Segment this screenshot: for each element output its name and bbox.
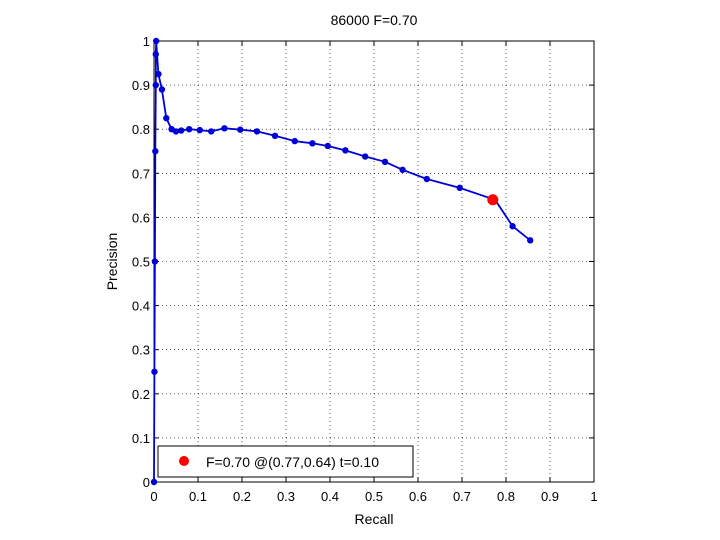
data-point [362, 153, 369, 160]
y-tick-label: 0.8 [132, 122, 150, 137]
data-point [324, 142, 331, 150]
legend-label: F=0.70 @(0.77,0.64) t=0.10 [206, 454, 379, 470]
data-point [342, 147, 349, 154]
data-point [423, 175, 430, 183]
data-point [186, 126, 193, 133]
y-tick-label: 0.4 [132, 299, 150, 314]
data-point [178, 127, 185, 134]
data-point [152, 81, 159, 89]
data-point [271, 132, 279, 140]
legend-marker [179, 456, 189, 466]
data-point [158, 86, 166, 93]
data-point [151, 368, 158, 375]
data-point [381, 158, 389, 166]
y-tick-label: 0.7 [132, 166, 150, 181]
x-tick-label: 1 [590, 489, 597, 504]
x-tick-label: 0.6 [409, 489, 427, 504]
x-tick-label: 0.2 [233, 489, 251, 504]
data-point [509, 223, 516, 230]
data-point [155, 70, 162, 78]
x-tick-label: 0.9 [541, 489, 559, 504]
data-point [399, 166, 406, 173]
highlight-point [487, 194, 499, 206]
data-point [291, 137, 298, 145]
y-tick-label: 0.5 [132, 255, 150, 270]
chart-title: 86000 F=0.70 [331, 12, 418, 28]
data-point [153, 37, 160, 45]
y-tick-labels: 0 0.1 0.2 0.3 0.4 0.5 0.6 0.7 0.8 0.9 1 [132, 34, 150, 490]
x-tick-label: 0.8 [497, 489, 515, 504]
highlight [487, 194, 499, 206]
data-point [253, 128, 261, 135]
data-point [152, 51, 159, 58]
data-point [309, 140, 316, 147]
data-point [163, 114, 170, 122]
data-point [172, 128, 180, 135]
legend: F=0.70 @(0.77,0.64) t=0.10 [157, 445, 414, 478]
x-tick-label: 0.7 [453, 489, 471, 504]
y-tick-label: 0.3 [132, 343, 150, 358]
x-tick-label: 0.3 [277, 489, 295, 504]
series [150, 37, 534, 486]
x-axis-label: Recall [355, 511, 394, 527]
y-axis-label: Precision [104, 233, 120, 291]
x-tick-label: 0.4 [321, 489, 339, 504]
data-point [527, 237, 534, 244]
data-point [237, 126, 244, 133]
data-point [221, 125, 228, 132]
legend-box [157, 445, 414, 478]
x-tick-label: 0.5 [365, 489, 383, 504]
x-tick-label: 0.1 [189, 489, 207, 504]
y-tick-label: 0.1 [132, 431, 150, 446]
data-point [196, 126, 203, 134]
x-tick-label: 0 [150, 489, 157, 504]
data-point [456, 184, 463, 192]
y-tick-label: 0.6 [132, 210, 150, 225]
y-tick-label: 0 [143, 475, 150, 490]
data-point [152, 148, 159, 155]
data-point [151, 258, 159, 265]
axis-ticks [153, 40, 595, 483]
grid [154, 41, 594, 482]
data-point [208, 128, 215, 135]
data-point [150, 478, 158, 486]
y-tick-label: 0.2 [132, 387, 150, 402]
y-tick-label: 1 [143, 34, 150, 49]
y-tick-label: 0.9 [132, 78, 150, 93]
x-tick-labels: 0 0.1 0.2 0.3 0.4 0.5 0.6 0.7 0.8 0.9 1 [150, 489, 597, 504]
